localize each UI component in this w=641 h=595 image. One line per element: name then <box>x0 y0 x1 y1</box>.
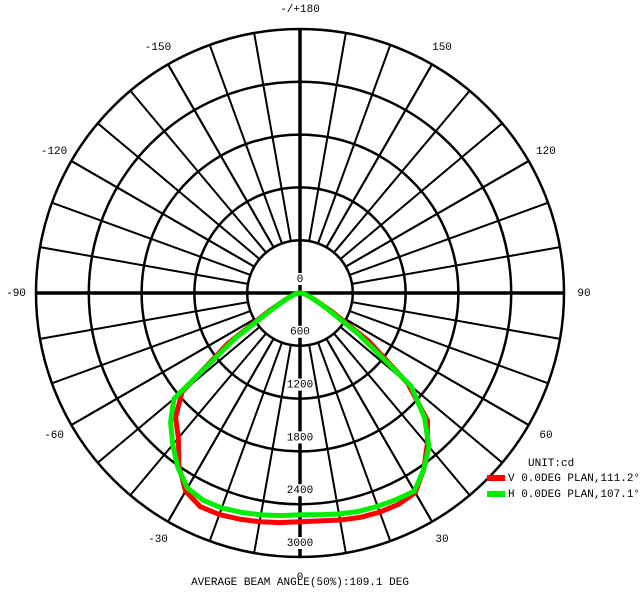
angle-tick <box>70 160 255 268</box>
angle-tick <box>167 63 275 248</box>
angle-tick-label: 60 <box>539 430 552 442</box>
grid <box>34 27 566 559</box>
angle-tick-label: -60 <box>44 430 64 442</box>
rtick-bg <box>286 537 314 549</box>
angle-tick-label: -/+180 <box>280 4 320 16</box>
rtick-label: 1800 <box>287 432 313 444</box>
angle-tick-label: -120 <box>41 146 67 158</box>
angle-tick-label: -150 <box>145 42 171 54</box>
angle-tick <box>325 63 433 248</box>
angle-tick-label: -30 <box>148 534 168 546</box>
angle-tick-label: 120 <box>536 146 556 158</box>
angle-tick-label: -90 <box>6 288 26 300</box>
angle-tick-label: 30 <box>435 534 448 546</box>
series-line <box>168 290 432 519</box>
labels: -/+180 150 120 90 60 30 0 -30 -60 -90 -120 -150 V 0.… <box>6 4 640 584</box>
legend-label: V 0.0DEG PLAN,111.2° <box>508 473 640 485</box>
curves <box>168 290 432 526</box>
angle-tick-label: 150 <box>432 42 452 54</box>
rtick-label: 0 <box>297 274 304 286</box>
legend-title: UNIT:cd <box>528 458 574 470</box>
rtick-bg <box>286 325 314 338</box>
angle-tick <box>345 160 530 268</box>
rtick-bg <box>286 431 314 444</box>
angle-tick <box>345 318 530 426</box>
rtick-bg <box>286 378 314 391</box>
annotation: AVERAGE BEAM ANGLE(50%):109.1 DEG <box>191 577 409 589</box>
angle-tick-label: 90 <box>577 288 590 300</box>
rtick-label: 2400 <box>287 485 313 497</box>
rtick-label: 1200 <box>287 380 313 392</box>
legend-label: H 0.0DEG PLAN,107.1° <box>508 489 640 501</box>
angle-tick-label: 0 <box>297 572 304 584</box>
angle-tick <box>70 318 255 426</box>
rtick-label: 600 <box>290 327 310 339</box>
rtick-label: 3000 <box>287 538 313 550</box>
rtick-bg <box>286 484 314 497</box>
rtick-bg <box>286 273 314 285</box>
